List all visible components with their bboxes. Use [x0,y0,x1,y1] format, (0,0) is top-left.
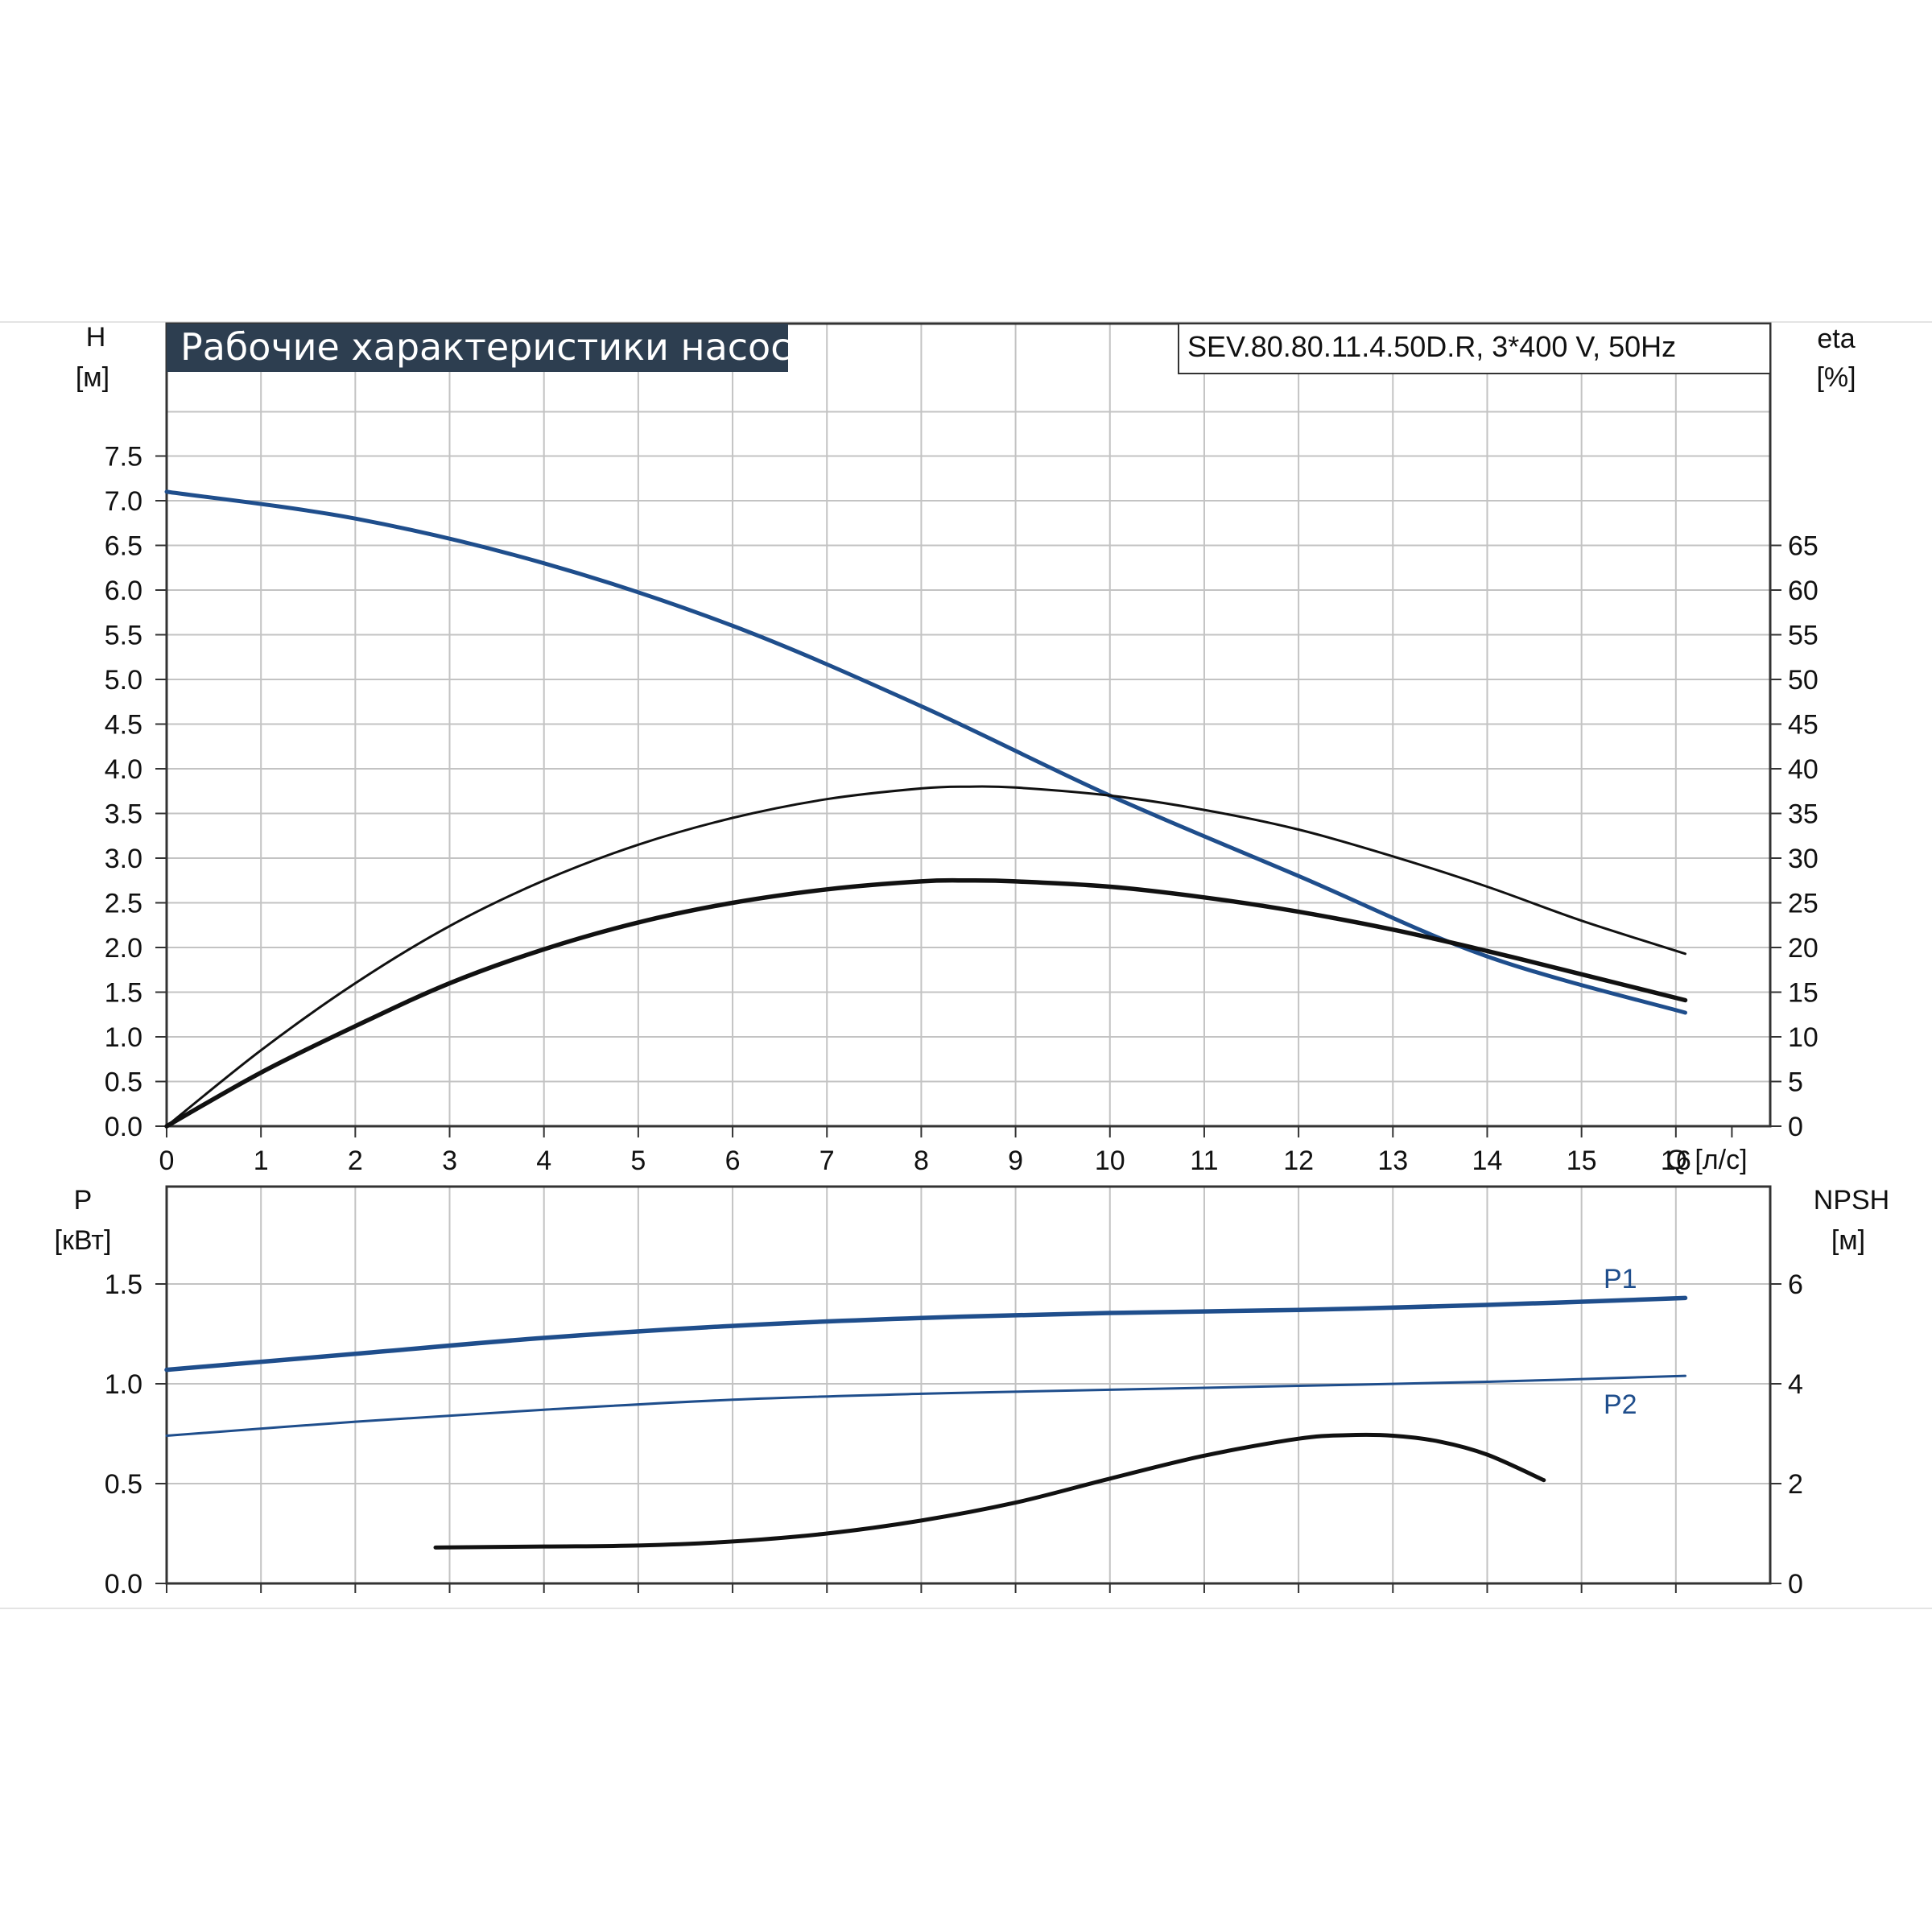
q-axis-title: Q [л/с] [1666,1145,1747,1175]
h-tick-label: 5.5 [105,621,142,651]
npsh-tick-label: 4 [1788,1369,1803,1400]
h-tick-label: 2.5 [105,889,142,919]
title-banner [167,324,788,372]
x-tick-label: 11 [1190,1146,1218,1176]
h-axis-unit: [м] [76,362,109,393]
h-tick-label: 3.0 [105,844,142,874]
eta-tick-label: 30 [1788,844,1818,874]
eta-tick-label: 50 [1788,665,1818,696]
npsh-tick-label: 0 [1788,1569,1803,1600]
npsh-axis-title: NPSH [1814,1185,1889,1216]
x-tick-label: 16 [1661,1146,1691,1176]
npsh-axis-unit: [м] [1831,1225,1865,1256]
top-curves [164,489,1688,1129]
npsh-tick-label: 2 [1788,1469,1803,1500]
h-tick-label: 7.5 [105,442,142,473]
model-label: SEV.80.80.11.4.50D.R, 3*400 V, 50Hz [1187,330,1676,363]
npsh-tick-label: 6 [1788,1269,1803,1300]
eta-tick-label: 35 [1788,799,1818,830]
x-tick-label: 0 [159,1146,175,1176]
h-tick-label: 0.5 [105,1067,142,1098]
x-tick-label: 9 [1008,1146,1023,1176]
x-tick-label: 13 [1377,1146,1408,1176]
pump-efficiency-curve [164,877,1688,1129]
x-tick-label: 10 [1095,1146,1125,1176]
top-grid [167,324,1770,1126]
bottom-grid [167,1187,1770,1583]
p-tick-label: 1.5 [105,1269,142,1300]
eta-tick-label: 60 [1788,576,1818,606]
h-tick-label: 0.0 [105,1112,142,1142]
eta-tick-label: 5 [1788,1067,1803,1098]
eta-tick-label: 25 [1788,889,1818,919]
eta-tick-label: 55 [1788,621,1818,651]
eta-tick-label: 40 [1788,754,1818,785]
p1-power-curve [164,1295,1688,1373]
x-tick-label: 15 [1567,1146,1597,1176]
x-tick-label: 6 [725,1146,741,1176]
eta-tick-label: 0 [1788,1112,1803,1142]
eta-tick-label: 45 [1788,710,1818,741]
x-tick-label: 5 [630,1146,646,1176]
p1-series-label: P1 [1604,1264,1637,1294]
h-tick-label: 2.0 [105,933,142,964]
p2-power-curve [165,1374,1686,1437]
x-tick-label: 14 [1472,1146,1503,1176]
h-axis-title: H [86,322,106,353]
x-tick-label: 3 [442,1146,457,1176]
p-tick-label: 1.0 [105,1369,142,1400]
eta-tick-label: 15 [1788,978,1818,1009]
p2-series-label: P2 [1604,1389,1637,1420]
eta-tick-label: 10 [1788,1022,1818,1053]
h-tick-label: 6.0 [105,576,142,606]
h-tick-label: 6.5 [105,531,142,562]
x-tick-label: 12 [1283,1146,1314,1176]
model-label-box [1178,323,1771,374]
bottom-tick-marks [155,1283,1781,1593]
x-tick-label: 1 [254,1146,269,1176]
bottom-curves [164,1295,1688,1550]
npsh-curve [433,1432,1546,1550]
p-tick-label: 0.5 [105,1469,142,1500]
chart-title: Рабочие характеристики насоса [180,325,814,369]
x-tick-label: 7 [819,1146,835,1176]
p-axis-unit: [кВт] [55,1225,112,1256]
p-axis-title: P [74,1185,93,1216]
h-tick-label: 1.5 [105,978,142,1009]
x-tick-label: 2 [348,1146,363,1176]
x-tick-label: 4 [536,1146,551,1176]
p-tick-label: 0.0 [105,1569,142,1600]
top-tick-marks [155,455,1781,1137]
x-tick-label: 8 [914,1146,929,1176]
h-tick-label: 4.0 [105,754,142,785]
top-tick-labels: 0 1 2 3 4 5 6 7 8 9 10 11 12 13 14 15 160.00.51.01.52.02… [105,442,1818,1177]
bottom-plot-frame [165,1185,1772,1585]
head-curve [164,489,1687,1015]
h-tick-label: 7.0 [105,486,142,517]
h-tick-label: 3.5 [105,799,142,830]
eta-axis-unit: [%] [1816,362,1856,393]
bottom-tick-labels: 0.0 0.5 1.0 1.5 0 2 4 6 [105,1269,1803,1600]
eta-axis-title: eta [1817,324,1855,354]
h-tick-label: 4.5 [105,710,142,741]
efficiency-curve [165,785,1686,1128]
h-tick-label: 1.0 [105,1022,142,1053]
h-tick-label: 5.0 [105,665,142,696]
eta-tick-label: 20 [1788,933,1818,964]
eta-tick-label: 65 [1788,531,1818,562]
